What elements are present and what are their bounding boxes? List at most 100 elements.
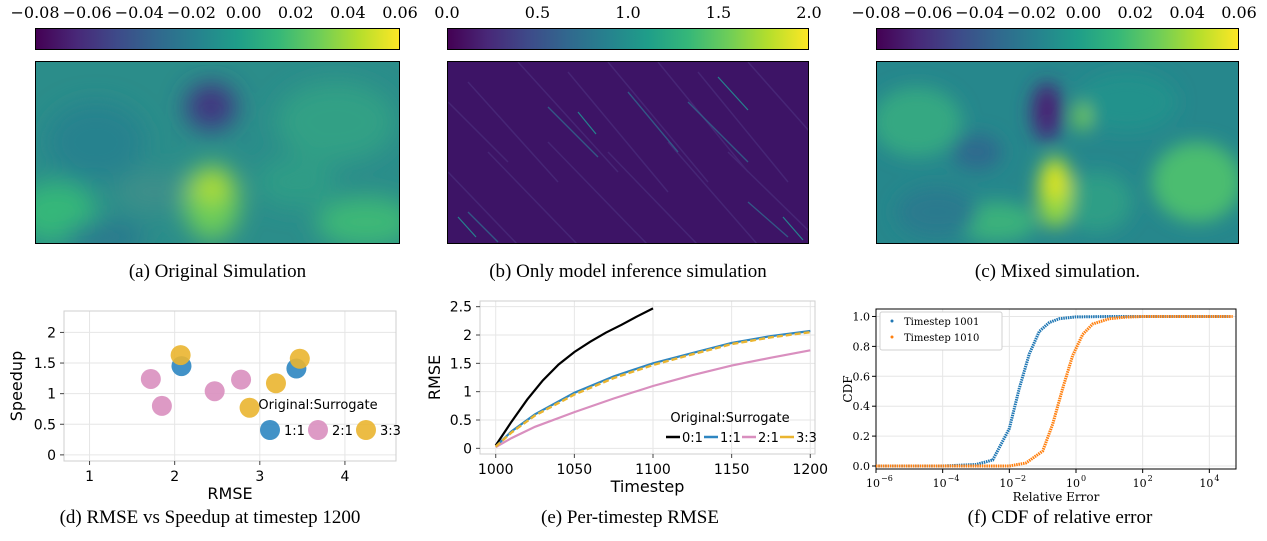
x-tick-base: 10 [866, 477, 880, 490]
legend-label: Timestep 1001 [904, 317, 979, 328]
x-axis-label: Timestep [610, 477, 685, 496]
x-tick-exponent: 2 [1148, 474, 1153, 483]
colorbar-a [35, 28, 400, 50]
x-tick-exponent: −4 [948, 474, 960, 483]
y-tick-label: 2 [47, 325, 56, 341]
field-image-a [35, 61, 400, 244]
colorbar-c [876, 28, 1239, 50]
x-axis-label: Relative Error [1013, 490, 1100, 501]
x-tick-label: 1150 [714, 462, 750, 478]
legend-marker [260, 420, 280, 440]
x-tick-label: 1200 [792, 462, 828, 478]
x-tick-label: 3 [255, 469, 264, 485]
x-tick-label: 1100 [635, 462, 671, 478]
colorbar-tick-label: 0.5 [524, 3, 551, 22]
legend-title: Original:Surrogate [258, 398, 377, 413]
scatter-point-3-3 [239, 397, 260, 418]
colorbar-tick-label: −0.02 [1007, 3, 1057, 22]
caption-c: (c) Mixed simulation. [974, 261, 1141, 282]
legend-label: Timestep 1010 [904, 333, 979, 344]
y-tick-label: 0.5 [34, 417, 56, 433]
field-image-c [876, 61, 1239, 244]
scatter-point-3-3 [170, 345, 191, 366]
legend-marker [890, 319, 894, 323]
scatter-point-2-1 [151, 395, 172, 416]
x-tick-label: 2 [170, 469, 179, 485]
legend-label: 3:3 [796, 431, 817, 446]
plot-frame [875, 308, 1237, 470]
y-tick-label: 2 [463, 328, 472, 344]
colorbar-tick-label: −0.02 [166, 3, 216, 22]
series-line-2-1 [495, 349, 811, 449]
x-tick-exponent: 0 [1081, 474, 1086, 483]
y-axis-label: Speedup [7, 351, 26, 421]
x-tick-label: 1 [85, 469, 94, 485]
speedup-scatter-plot: 1 2 3 4 0 0.5 1 1.5 2 RMSE Speedup Original:Surroga… [7, 310, 401, 501]
y-axis-label: RMSE [425, 355, 444, 400]
caption-f: (f) CDF of relative error [967, 507, 1153, 528]
x-tick-base: 10 [933, 477, 947, 490]
caption-d: (d) RMSE vs Speedup at timestep 1200 [59, 507, 361, 528]
x-tick-base: 10 [1199, 477, 1213, 490]
colorbar-tick-label: −0.04 [114, 3, 164, 22]
x-tick-label: 1000 [478, 462, 514, 478]
rmse-line-plot: 1000 1050 1100 1150 1200 0 0.5 1 1.5 2 2.5 Timestep… [425, 300, 828, 496]
x-tick-exponent: −2 [1014, 474, 1026, 483]
legend-label: 3:3 [380, 424, 401, 439]
series-line-0-1 [494, 307, 654, 447]
caption-a: (a) Original Simulation [128, 261, 307, 282]
y-tick-label: 2.5 [450, 300, 472, 316]
y-tick-label: 0.0 [853, 460, 871, 473]
colorbar-tick-label: 0.04 [1169, 3, 1205, 22]
x-tick-label: 4 [340, 469, 349, 485]
y-tick-label: 0.4 [853, 400, 871, 413]
legend-marker [890, 335, 894, 339]
scatter-point-3-3 [289, 348, 310, 369]
y-tick-label: 0.8 [853, 340, 871, 353]
field-image-b [447, 61, 809, 244]
y-tick-label: 1.0 [853, 310, 871, 323]
colorbar-tick-label: 1.5 [705, 3, 732, 22]
legend-box [879, 311, 1003, 351]
legend-label: 0:1 [682, 431, 703, 446]
x-tick-label: 1050 [557, 462, 593, 478]
colorbar-tick-label: 0.06 [1221, 3, 1257, 22]
colorbar-tick-label: 2.0 [796, 3, 822, 22]
scatter-point-3-3 [265, 373, 286, 394]
y-tick-label: 1 [463, 385, 472, 401]
colorbar-tick-label: 0.0 [434, 3, 460, 22]
colorbar-tick-label: 0.00 [225, 3, 262, 22]
y-tick-label: 0 [47, 448, 56, 464]
scatter-point-2-1 [204, 381, 225, 402]
y-tick-label: 0.2 [853, 430, 871, 443]
scatter-point-2-1 [231, 369, 252, 390]
y-tick-label: 1.5 [34, 356, 56, 372]
y-tick-label: 1.5 [450, 356, 472, 372]
colorbar-tick-label: −0.04 [955, 3, 1005, 22]
cdf-series-timestep-1010 [876, 315, 1233, 468]
y-tick-label: 0.6 [853, 370, 871, 383]
colorbar-tick-label: 0.02 [1117, 3, 1154, 22]
y-tick-label: 1 [47, 387, 56, 403]
y-tick-label: 0.5 [450, 413, 472, 429]
colorbar-tick-label: −0.08 [10, 3, 60, 22]
plot-frame [479, 300, 816, 455]
x-axis-label: RMSE [207, 484, 252, 501]
x-tick-base: 10 [999, 477, 1013, 490]
plot-frame [63, 310, 397, 462]
legend-label: 2:1 [758, 431, 779, 446]
legend-label: 1:1 [284, 424, 305, 439]
y-tick-label: 0 [463, 441, 472, 457]
colorbar-tick-label: 1.0 [615, 3, 641, 22]
colorbar-tick-label: −0.06 [903, 3, 953, 22]
colorbar-tick-label: 0.02 [277, 3, 314, 22]
colorbar-tick-label: −0.08 [851, 3, 901, 22]
series-line-3-3 [494, 331, 811, 448]
scatter-point-2-1 [140, 368, 161, 389]
colorbar-b [447, 28, 809, 50]
legend-marker [308, 420, 328, 440]
colorbar-tick-label: 0.04 [330, 3, 366, 22]
colorbar-tick-label: −0.06 [62, 3, 112, 22]
legend-title: Original:Surrogate [670, 411, 789, 426]
x-tick-base: 10 [1133, 477, 1147, 490]
